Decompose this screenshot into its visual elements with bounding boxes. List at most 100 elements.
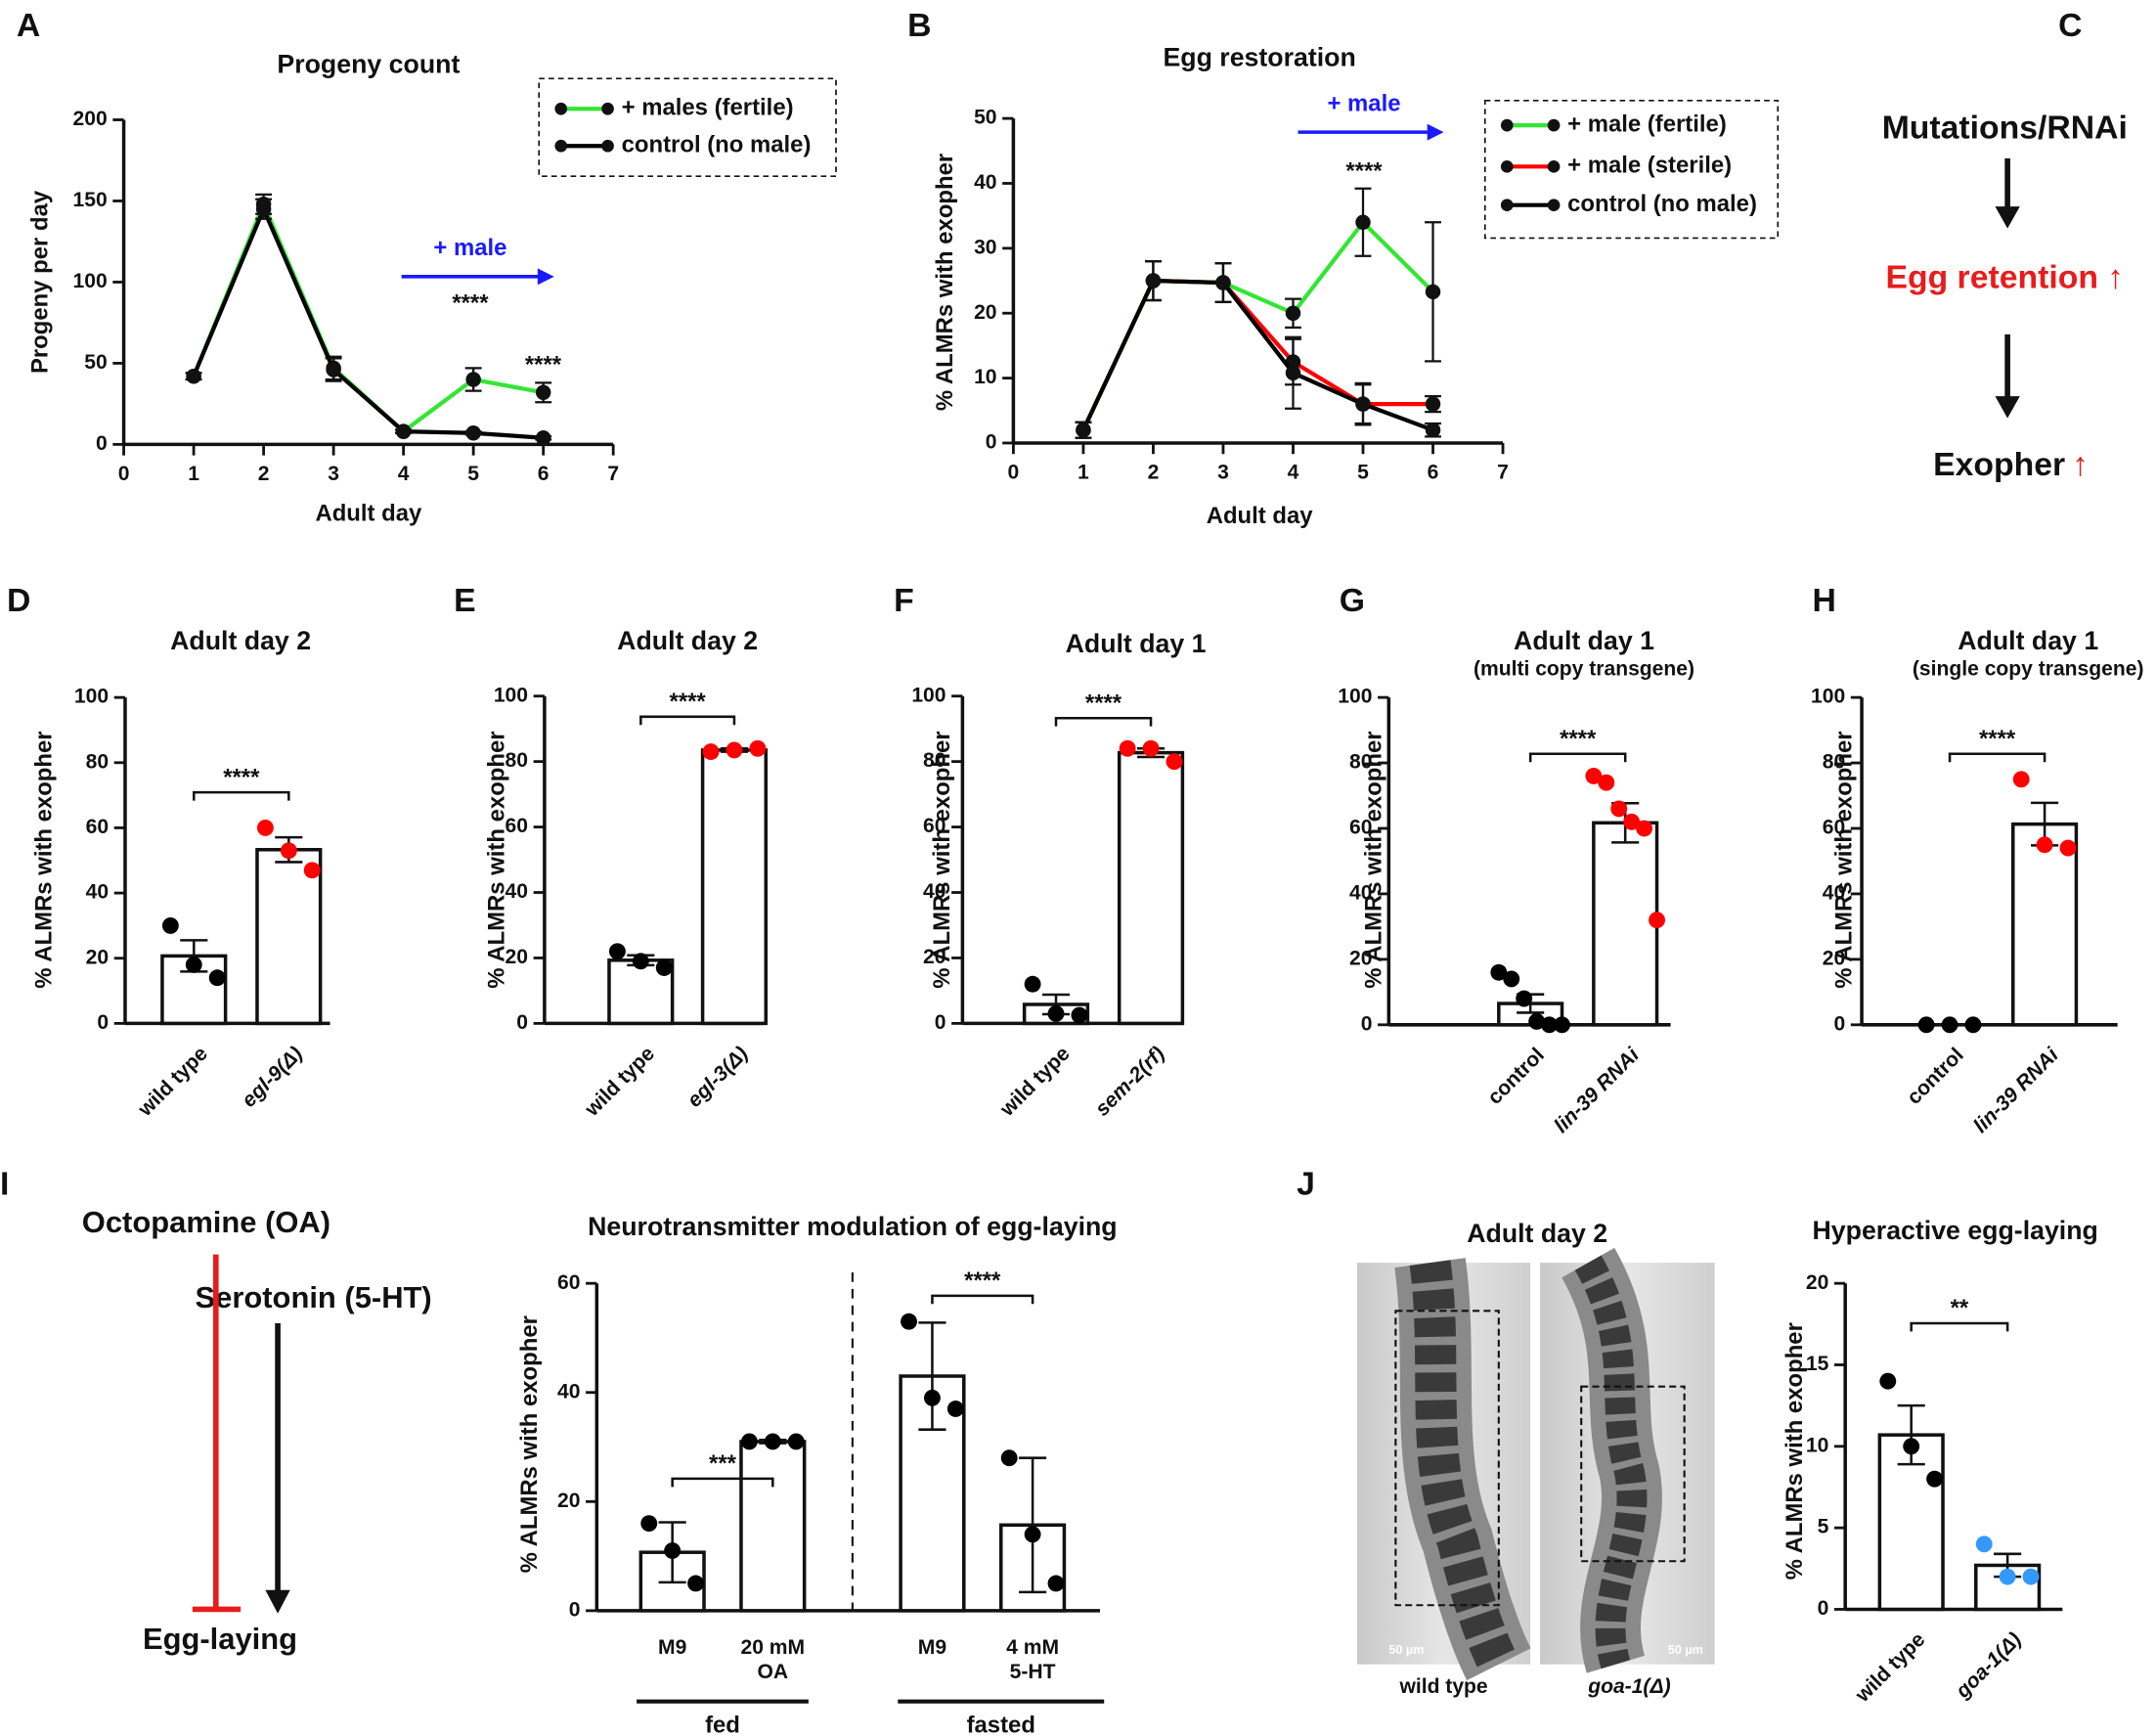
panel-j-images: J Adult day 2 50 µm wild type 50 µm goa-… [1297, 1165, 1715, 1698]
series-line [192, 203, 544, 440]
data-point [1964, 1016, 1982, 1034]
y-tick-label: 20 [923, 946, 946, 968]
data-point [726, 741, 743, 759]
legend-swatch-dot [601, 102, 614, 115]
significance-bracket [931, 1294, 1034, 1305]
x-tick-label: 6 [538, 463, 550, 485]
y-tick-label: 60 [923, 815, 946, 837]
y-axis-label: % ALMRs with exopher [516, 1315, 543, 1573]
data-point [1623, 813, 1641, 830]
y-tick-label: 150 [73, 189, 108, 211]
x-tick-label-line: M9 [658, 1635, 686, 1658]
chart: 0 20 40 60 Neurotransmitter modulation of eg… [516, 1212, 1118, 1736]
y-tick-label: 80 [1349, 751, 1372, 774]
inhibitor: Octopamine (OA) [82, 1205, 330, 1239]
chart-title: Adult day 2 [170, 626, 311, 655]
x-tick-label: 1 [1078, 461, 1089, 483]
data-point [687, 1575, 704, 1592]
data-point [1636, 820, 1653, 837]
legend-label: + male (fertile) [1567, 111, 1727, 137]
group-label: fasted [967, 1712, 1035, 1736]
panel-label: I [0, 1165, 9, 1202]
y-tick-label: 0 [96, 432, 108, 455]
data-point [608, 943, 626, 960]
image-label: wild type [1398, 1675, 1487, 1698]
significance-label: ** [1951, 1295, 1969, 1321]
chart: 0 20 40 60 80 100 Adult day 2 E % ALMRs with exo… [454, 582, 769, 1121]
data-point [465, 425, 481, 441]
significance-bracket [1054, 716, 1153, 727]
bar [1117, 750, 1185, 1026]
y-tick-label: 0 [516, 1011, 528, 1034]
x-tick-label-line: OA [758, 1661, 789, 1683]
y-tick-label: 30 [974, 236, 996, 258]
x-tick-label: M9 [658, 1635, 686, 1658]
data-point [255, 201, 272, 217]
y-tick-label: 0 [935, 1011, 946, 1034]
y-axis-label: % ALMRs with exopher [932, 154, 958, 411]
data-point [535, 430, 551, 446]
data-point [1903, 1438, 1920, 1455]
data-point [1285, 305, 1301, 321]
y-axis-label: Progeny per day [27, 190, 54, 374]
data-point [186, 368, 201, 384]
panel-i-diagram: I Octopamine (OA) Serotonin (5-HT) Egg-l… [0, 1165, 432, 1656]
x-tick-label: 3 [328, 463, 339, 485]
data-point [1490, 963, 1508, 981]
y-tick-label: 200 [73, 108, 108, 130]
y-tick-label: 0 [1833, 1012, 1845, 1035]
x-tick-label: 0 [118, 463, 130, 485]
data-point [161, 916, 179, 934]
panel-c: C Mutations/RNAi Egg retention ↑ Exopher… [1882, 7, 2128, 483]
target: Egg-laying [143, 1622, 297, 1656]
legend-swatch-dot [1500, 159, 1514, 173]
y-tick-label: 20 [506, 946, 528, 968]
data-point [1541, 1016, 1559, 1034]
data-point [901, 1313, 917, 1330]
data-point [1142, 739, 1160, 757]
annotation: + male [1327, 90, 1400, 116]
y-tick-label: 100 [74, 686, 109, 708]
data-point [664, 1542, 682, 1559]
y-tick-label: 20 [557, 1490, 580, 1512]
x-tick-label: egl-3(Δ) [683, 1043, 753, 1112]
x-tick-label: 6 [1428, 461, 1439, 483]
legend-label: control (no male) [1567, 191, 1757, 217]
image-label: goa-1(Δ) [1587, 1675, 1670, 1698]
annotation: **** [1345, 157, 1383, 184]
y-tick-label: 80 [1823, 751, 1845, 774]
group-label: fed [705, 1712, 740, 1736]
data-point [924, 1389, 941, 1406]
step: Egg retention ↑ [1885, 259, 2124, 296]
x-tick-label: 20 mM OA [741, 1635, 806, 1682]
chart-title: Adult day 1 [1514, 626, 1654, 655]
y-tick-label: 20 [1823, 947, 1845, 969]
step: Exopher [1933, 446, 2065, 483]
data-point [303, 862, 321, 879]
chart-subtitle: (multi copy transgene) [1474, 658, 1694, 681]
x-tick-label-line: M9 [918, 1635, 946, 1658]
significance-bracket [639, 715, 736, 726]
x-tick-label: 0 [1008, 461, 1020, 483]
chart: 0 20 40 60 80 100 Adult day 1 (single copy tran… [1811, 582, 2144, 1137]
data-point [946, 1401, 964, 1417]
significance-label: **** [1085, 690, 1122, 716]
data-point [465, 372, 481, 387]
data-point [1215, 275, 1231, 290]
bar [1592, 821, 1659, 1027]
panel-label: H [1812, 582, 1835, 619]
significance-label: **** [670, 689, 707, 715]
y-axis-label: % ALMRs with exopher [1782, 1322, 1808, 1580]
error-bar [1019, 1456, 1047, 1594]
y-axis-label: % ALMRs with exopher [483, 731, 509, 988]
y-tick-label: 50 [974, 107, 996, 129]
bar [2010, 822, 2079, 1027]
error-bar [918, 1321, 946, 1431]
x-tick-label: 7 [1497, 461, 1509, 483]
bar [700, 748, 769, 1026]
data-point [1425, 422, 1441, 438]
y-tick-label: 80 [506, 749, 528, 772]
arrow-head [1427, 123, 1444, 141]
series-line [1081, 278, 1434, 432]
chart: 0 20 40 60 80 100 Adult day 2 D % ALMRs with exo… [7, 582, 330, 1121]
